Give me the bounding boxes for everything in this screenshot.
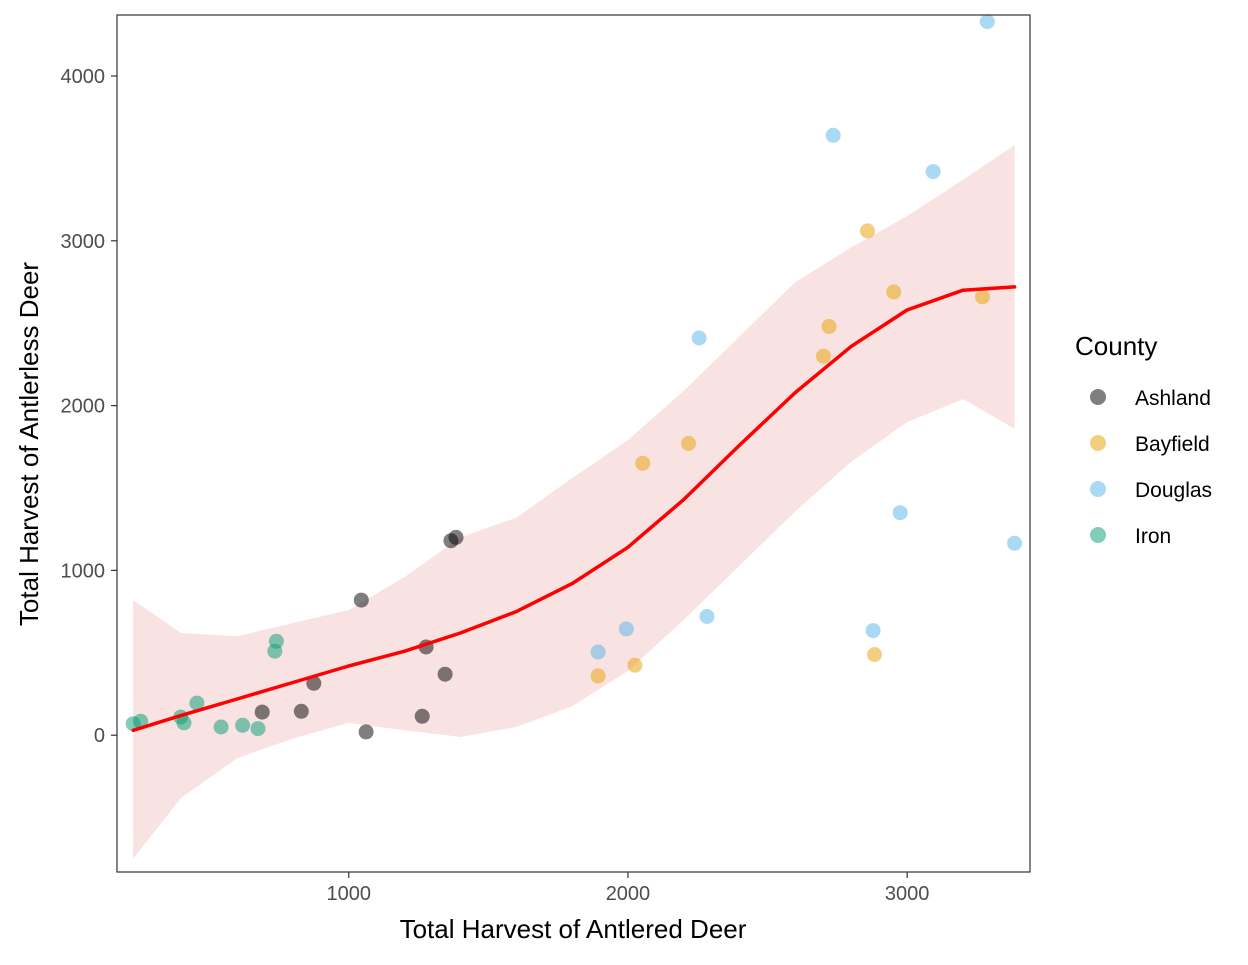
smooth-trend-line	[131, 285, 1017, 733]
data-point-douglas	[825, 127, 841, 143]
data-point-ashland	[448, 529, 464, 545]
data-point-douglas	[925, 164, 941, 180]
data-point-ashland	[358, 724, 374, 740]
legend-key-ashland	[1090, 389, 1106, 405]
data-point-iron	[235, 717, 251, 733]
legend: County Ashland Bayfield Douglas Iron	[1075, 331, 1212, 548]
legend-label-iron: Iron	[1135, 525, 1171, 548]
data-point-bayfield	[867, 647, 882, 662]
data-point-iron	[268, 633, 284, 649]
data-point-ashland	[353, 592, 369, 608]
legend-label-bayfield: Bayfield	[1135, 433, 1210, 456]
x-axis-title: Total Harvest of Antlered Deer	[400, 914, 747, 944]
y-tick-label: 1000	[61, 560, 106, 582]
data-point-iron	[250, 721, 266, 737]
data-point-ashland	[293, 703, 309, 719]
data-point-bayfield	[821, 319, 837, 334]
data-point-bayfield	[627, 657, 643, 673]
legend-label-douglas: Douglas	[1135, 479, 1212, 502]
data-point-douglas	[691, 330, 707, 346]
data-point-douglas	[892, 505, 908, 521]
x-tick-label: 3000	[885, 883, 930, 905]
y-tick-label: 3000	[61, 231, 106, 253]
y-tick-label: 0	[94, 725, 105, 747]
legend-key-douglas	[1090, 481, 1106, 497]
data-point-bayfield	[635, 455, 651, 471]
data-point-bayfield	[860, 223, 875, 239]
data-point-ashland	[254, 704, 270, 720]
data-point-ashland	[437, 666, 453, 682]
legend-key-iron	[1090, 527, 1106, 543]
data-point-bayfield	[975, 289, 990, 305]
x-tick-label: 2000	[606, 883, 651, 905]
data-point-bayfield	[590, 668, 606, 684]
data-point-douglas	[1007, 535, 1023, 551]
y-axis-title: Total Harvest of Antlerless Deer	[14, 262, 44, 626]
data-point-bayfield	[886, 284, 902, 300]
data-point-iron	[213, 719, 229, 735]
confidence-band	[133, 145, 1015, 859]
data-point-bayfield	[815, 348, 831, 364]
data-point-douglas	[699, 609, 715, 624]
data-point-douglas	[979, 14, 995, 30]
legend-title: County	[1075, 331, 1157, 361]
x-tick-label: 1000	[326, 883, 371, 905]
plot-area	[125, 14, 1023, 859]
y-tick-label: 2000	[61, 396, 106, 418]
panel-border	[116, 14, 1031, 873]
y-tick-label: 4000	[61, 66, 106, 88]
data-point-ashland	[414, 708, 430, 724]
data-point-iron	[189, 695, 205, 711]
legend-label-ashland: Ashland	[1135, 387, 1211, 410]
data-point-ashland	[306, 675, 322, 691]
data-point-bayfield	[681, 436, 696, 451]
data-point-douglas	[865, 623, 881, 639]
axes: 1000 2000 3000 0 1000 2000 3000 4000	[61, 14, 1031, 905]
legend-key-bayfield	[1090, 435, 1106, 451]
data-point-iron	[133, 713, 149, 729]
data-point-douglas	[618, 621, 634, 637]
data-point-douglas	[590, 644, 606, 660]
data-point-iron	[176, 715, 192, 731]
